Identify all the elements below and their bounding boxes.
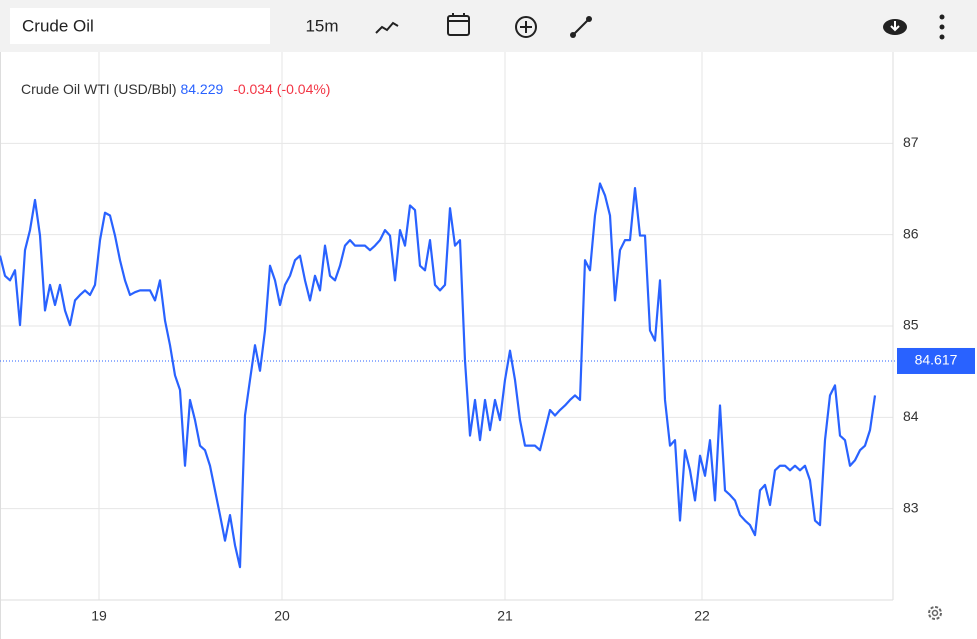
y-tick-label: 86 (903, 225, 919, 241)
series-name: Crude Oil WTI (USD/Bbl) (21, 81, 177, 97)
x-tick-label: 20 (274, 608, 290, 624)
current-price-badge (897, 347, 975, 374)
interval-button[interactable]: 15m (305, 16, 338, 35)
download-icon[interactable] (883, 19, 907, 35)
chart-type-icon[interactable] (375, 21, 399, 34)
grid (0, 52, 893, 600)
x-tick-label: 22 (694, 608, 710, 624)
y-tick-label: 85 (903, 317, 919, 333)
calendar-icon[interactable] (447, 13, 470, 36)
y-tick-label: 83 (903, 499, 919, 515)
price-line-series (0, 182, 877, 569)
y-tick-label: 87 (903, 134, 919, 150)
search-text: Crude Oil (22, 16, 94, 35)
draw-icon[interactable] (570, 16, 592, 38)
x-tick-label: 21 (497, 608, 513, 624)
x-tick-label: 19 (91, 608, 107, 624)
legend: Crude Oil WTI (USD/Bbl) 84.229 -0.034 (-… (21, 81, 330, 97)
search-box[interactable] (10, 8, 270, 44)
y-tick-label: 84 (903, 408, 919, 424)
menu-icon[interactable] (939, 14, 945, 40)
add-indicator-icon[interactable] (515, 16, 537, 38)
current-price-label: 84.617 (915, 352, 958, 368)
change-percent: (-0.04%) (277, 81, 331, 97)
last-value: 84.229 (180, 81, 223, 97)
change: -0.034 (233, 81, 273, 97)
settings-icon[interactable] (928, 606, 942, 620)
